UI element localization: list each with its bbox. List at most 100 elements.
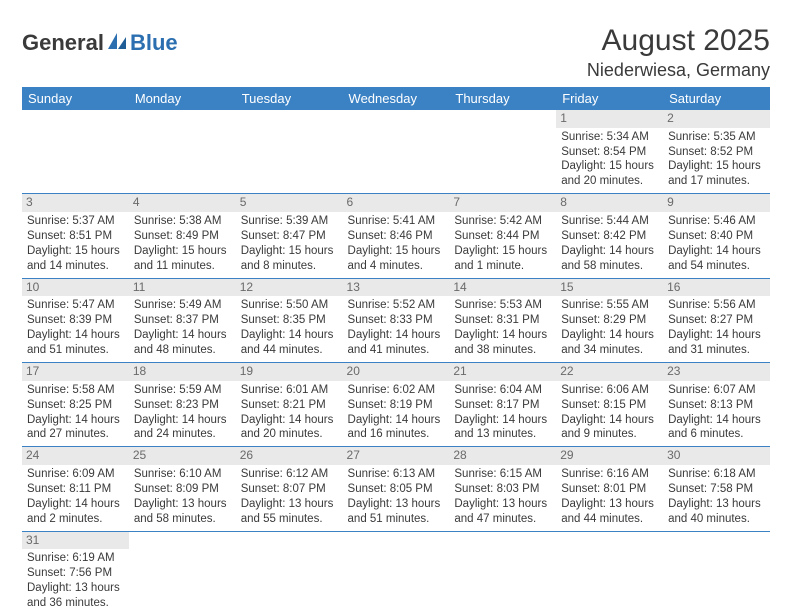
sunrise-text: Sunrise: 6:07 AM [668, 383, 765, 398]
calendar-day-cell: 29Sunrise: 6:16 AMSunset: 8:01 PMDayligh… [556, 447, 663, 531]
day-number: 5 [236, 194, 343, 212]
sunrise-text: Sunrise: 5:46 AM [668, 214, 765, 229]
day-number: 16 [663, 279, 770, 297]
calendar-day-cell: 18Sunrise: 5:59 AMSunset: 8:23 PMDayligh… [129, 363, 236, 447]
sunset-text: Sunset: 8:44 PM [454, 229, 551, 244]
calendar-empty-cell [449, 110, 556, 194]
calendar-day-cell: 4Sunrise: 5:38 AMSunset: 8:49 PMDaylight… [129, 194, 236, 278]
calendar-day-cell: 5Sunrise: 5:39 AMSunset: 8:47 PMDaylight… [236, 194, 343, 278]
calendar-day-cell: 27Sunrise: 6:13 AMSunset: 8:05 PMDayligh… [343, 447, 450, 531]
sunset-text: Sunset: 8:37 PM [134, 313, 231, 328]
sunrise-text: Sunrise: 6:19 AM [27, 551, 124, 566]
calendar-day-cell: 1Sunrise: 5:34 AMSunset: 8:54 PMDaylight… [556, 110, 663, 194]
sunrise-text: Sunrise: 5:41 AM [348, 214, 445, 229]
sunset-text: Sunset: 8:05 PM [348, 482, 445, 497]
day-number: 30 [663, 447, 770, 465]
calendar-week-row: 10Sunrise: 5:47 AMSunset: 8:39 PMDayligh… [22, 278, 770, 362]
calendar-day-cell: 11Sunrise: 5:49 AMSunset: 8:37 PMDayligh… [129, 278, 236, 362]
daylight1-text: Daylight: 15 hours [27, 244, 124, 259]
calendar-day-cell: 30Sunrise: 6:18 AMSunset: 7:58 PMDayligh… [663, 447, 770, 531]
daylight1-text: Daylight: 15 hours [454, 244, 551, 259]
sunset-text: Sunset: 7:58 PM [668, 482, 765, 497]
sunset-text: Sunset: 8:15 PM [561, 398, 658, 413]
daylight2-text: and 9 minutes. [561, 427, 658, 442]
daylight1-text: Daylight: 14 hours [561, 244, 658, 259]
calendar-day-cell: 7Sunrise: 5:42 AMSunset: 8:44 PMDaylight… [449, 194, 556, 278]
sunset-text: Sunset: 8:07 PM [241, 482, 338, 497]
sunset-text: Sunset: 8:09 PM [134, 482, 231, 497]
day-number: 28 [449, 447, 556, 465]
sunset-text: Sunset: 8:11 PM [27, 482, 124, 497]
sunrise-text: Sunrise: 6:04 AM [454, 383, 551, 398]
sunrise-text: Sunrise: 5:38 AM [134, 214, 231, 229]
sunrise-text: Sunrise: 6:15 AM [454, 467, 551, 482]
calendar-empty-cell [663, 531, 770, 615]
calendar-day-cell: 22Sunrise: 6:06 AMSunset: 8:15 PMDayligh… [556, 363, 663, 447]
sunset-text: Sunset: 8:33 PM [348, 313, 445, 328]
daylight1-text: Daylight: 14 hours [348, 328, 445, 343]
day-number: 2 [663, 110, 770, 128]
calendar-day-cell: 3Sunrise: 5:37 AMSunset: 8:51 PMDaylight… [22, 194, 129, 278]
daylight1-text: Daylight: 14 hours [134, 328, 231, 343]
page-header: General Blue August 2025 Niederwiesa, Ge… [22, 24, 770, 81]
day-number: 11 [129, 279, 236, 297]
weekday-header: Monday [129, 87, 236, 110]
sunset-text: Sunset: 8:03 PM [454, 482, 551, 497]
daylight2-text: and 8 minutes. [241, 259, 338, 274]
day-number: 15 [556, 279, 663, 297]
sunrise-text: Sunrise: 5:50 AM [241, 298, 338, 313]
day-number: 21 [449, 363, 556, 381]
sunset-text: Sunset: 8:46 PM [348, 229, 445, 244]
daylight1-text: Daylight: 14 hours [241, 413, 338, 428]
sunset-text: Sunset: 8:42 PM [561, 229, 658, 244]
location-label: Niederwiesa, Germany [587, 60, 770, 81]
sunset-text: Sunset: 8:01 PM [561, 482, 658, 497]
sunrise-text: Sunrise: 6:01 AM [241, 383, 338, 398]
daylight2-text: and 36 minutes. [27, 596, 124, 611]
daylight2-text: and 17 minutes. [668, 174, 765, 189]
day-number: 27 [343, 447, 450, 465]
day-number: 17 [22, 363, 129, 381]
calendar-day-cell: 9Sunrise: 5:46 AMSunset: 8:40 PMDaylight… [663, 194, 770, 278]
sunrise-text: Sunrise: 5:53 AM [454, 298, 551, 313]
daylight1-text: Daylight: 15 hours [348, 244, 445, 259]
calendar-day-cell: 25Sunrise: 6:10 AMSunset: 8:09 PMDayligh… [129, 447, 236, 531]
sunset-text: Sunset: 7:56 PM [27, 566, 124, 581]
daylight1-text: Daylight: 13 hours [134, 497, 231, 512]
weekday-header: Wednesday [343, 87, 450, 110]
daylight2-text: and 2 minutes. [27, 512, 124, 527]
sunrise-text: Sunrise: 5:59 AM [134, 383, 231, 398]
sunrise-text: Sunrise: 5:34 AM [561, 130, 658, 145]
logo-text-general: General [22, 30, 104, 56]
calendar-empty-cell [129, 110, 236, 194]
daylight2-text: and 44 minutes. [561, 512, 658, 527]
sunrise-text: Sunrise: 6:09 AM [27, 467, 124, 482]
sunset-text: Sunset: 8:35 PM [241, 313, 338, 328]
sunset-text: Sunset: 8:47 PM [241, 229, 338, 244]
day-number: 20 [343, 363, 450, 381]
calendar-day-cell: 24Sunrise: 6:09 AMSunset: 8:11 PMDayligh… [22, 447, 129, 531]
sunrise-text: Sunrise: 5:47 AM [27, 298, 124, 313]
daylight2-text: and 54 minutes. [668, 259, 765, 274]
daylight2-text: and 34 minutes. [561, 343, 658, 358]
calendar-body: 1Sunrise: 5:34 AMSunset: 8:54 PMDaylight… [22, 110, 770, 615]
daylight1-text: Daylight: 14 hours [668, 328, 765, 343]
daylight1-text: Daylight: 14 hours [561, 413, 658, 428]
sunset-text: Sunset: 8:13 PM [668, 398, 765, 413]
daylight2-text: and 24 minutes. [134, 427, 231, 442]
logo-text-blue: Blue [130, 30, 178, 56]
daylight1-text: Daylight: 14 hours [668, 244, 765, 259]
day-number: 6 [343, 194, 450, 212]
calendar-week-row: 3Sunrise: 5:37 AMSunset: 8:51 PMDaylight… [22, 194, 770, 278]
day-number: 12 [236, 279, 343, 297]
calendar-empty-cell [449, 531, 556, 615]
sunset-text: Sunset: 8:25 PM [27, 398, 124, 413]
brand-logo: General Blue [22, 30, 178, 56]
sunset-text: Sunset: 8:17 PM [454, 398, 551, 413]
sunrise-text: Sunrise: 6:06 AM [561, 383, 658, 398]
sunrise-text: Sunrise: 6:02 AM [348, 383, 445, 398]
weekday-header: Saturday [663, 87, 770, 110]
daylight1-text: Daylight: 14 hours [561, 328, 658, 343]
daylight1-text: Daylight: 14 hours [348, 413, 445, 428]
daylight2-text: and 40 minutes. [668, 512, 765, 527]
